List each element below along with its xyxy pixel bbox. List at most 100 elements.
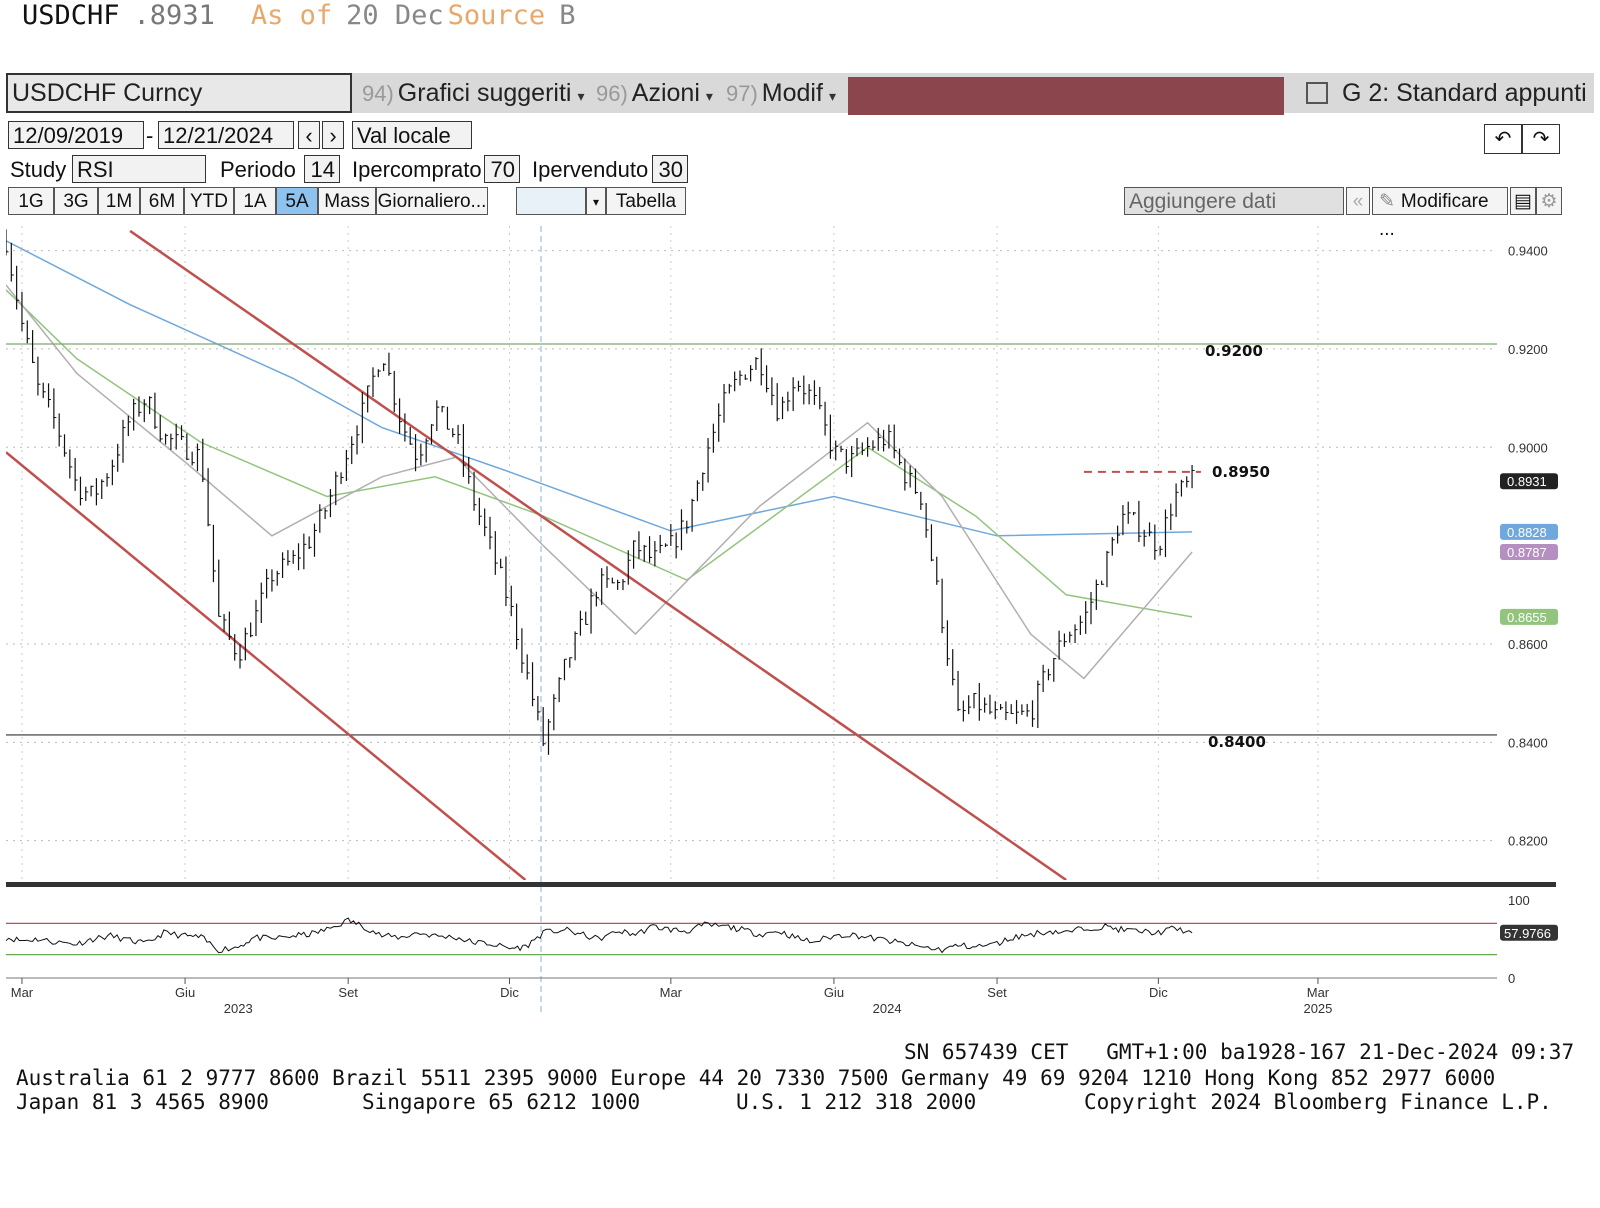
y-tick-label: 0.9200 bbox=[1508, 342, 1548, 357]
level-label: 0.8400 bbox=[1208, 733, 1266, 751]
tab-6m[interactable]: 6M bbox=[140, 187, 184, 215]
menu-label: Grafici suggeriti bbox=[397, 79, 572, 107]
as-of-label: As of bbox=[250, 0, 333, 31]
chart-grid bbox=[6, 226, 1497, 1016]
start-date-field[interactable]: 12/09/2019 bbox=[8, 121, 144, 149]
title-bar: USDCHF .8931 As of 20 Dec Source B bbox=[22, 0, 589, 40]
chevron-right-icon[interactable]: › bbox=[322, 121, 344, 149]
source-label: Source bbox=[447, 0, 546, 31]
tab-1m[interactable]: 1M bbox=[98, 187, 140, 215]
highlight-bar bbox=[848, 77, 1284, 115]
gear-icon[interactable]: ⚙ bbox=[1536, 187, 1562, 215]
menu-number: 97) bbox=[726, 81, 758, 106]
overbought-label: Ipercomprato bbox=[352, 157, 482, 182]
x-year-label: 2025 bbox=[1303, 1001, 1332, 1016]
edit-label: Modificare ... bbox=[1379, 191, 1489, 240]
last-value-text: 0.8655 bbox=[1507, 610, 1547, 625]
last-value-badge bbox=[1500, 523, 1558, 540]
period-tabs: 1G 3G 1M 6M YTD 1A 5A Mass Giornaliero..… bbox=[6, 187, 1594, 240]
oversold-label: Ipervenduto bbox=[532, 157, 649, 182]
y-axis: 0.9400 0.9200 0.9000 0.8600 0.8400 0.8200 0.92… bbox=[1205, 244, 1548, 849]
actions-menu[interactable]: 96) Azioni ▾ bbox=[596, 73, 713, 113]
copyright: Copyright 2024 Bloomberg Finance L.P. bbox=[1084, 1090, 1552, 1114]
rsi-tick-label: 0 bbox=[1508, 971, 1515, 986]
tab-ytd[interactable]: YTD bbox=[184, 187, 234, 215]
security-input[interactable]: USDCHF Curncy bbox=[6, 73, 352, 113]
menu-number: 96) bbox=[596, 81, 628, 106]
chevron-double-left-icon[interactable]: « bbox=[1346, 187, 1370, 215]
last-price: .8931 bbox=[133, 0, 215, 31]
x-tick-label: Mar bbox=[11, 985, 34, 1000]
moving-average-line bbox=[6, 284, 1193, 680]
horizontal-levels bbox=[6, 343, 1497, 736]
x-year-label: 2024 bbox=[873, 1001, 902, 1016]
price-chart: 0.9400 0.9200 0.9000 0.8600 0.8400 0.8200 0.92… bbox=[5, 226, 1558, 1016]
rsi-last-badge bbox=[1500, 924, 1558, 941]
end-date-field[interactable]: 12/21/2024 bbox=[158, 121, 294, 149]
study-select[interactable]: RSI bbox=[72, 155, 206, 183]
x-tick-label: Giu bbox=[824, 985, 844, 1000]
tab-daily[interactable]: Giornaliero... bbox=[376, 187, 488, 215]
chevron-left-icon[interactable]: ‹ bbox=[298, 121, 320, 149]
footer: SN 657439 CET GMT+1:00 ba1928-167 21-Dec… bbox=[0, 1040, 1600, 1208]
table-button[interactable]: Tabella bbox=[606, 187, 686, 215]
tab-1g[interactable]: 1G bbox=[8, 187, 54, 215]
x-tick-label: Dic bbox=[500, 985, 519, 1000]
template-menu[interactable]: G 2: Standard appunti bbox=[1306, 73, 1587, 113]
last-value-text: 0.8931 bbox=[1507, 474, 1547, 489]
menu-bar: USDCHF Curncy 94) Grafici suggeriti ▾ 96) A… bbox=[6, 73, 1594, 113]
date-controls: 12/09/2019 - 12/21/2024 ‹ › Val locale ↶… bbox=[6, 121, 1594, 154]
rsi-last-value: 57.9766 bbox=[1504, 926, 1551, 941]
channel-lines bbox=[6, 229, 1067, 880]
x-tick-label: Dic bbox=[1149, 985, 1168, 1000]
y-tick-label: 0.9000 bbox=[1508, 440, 1548, 455]
x-axis: Mar Giu Set Dic Mar Giu Set Dic Mar 2023 2024 2025 bbox=[6, 977, 1497, 1016]
contact-japan: Japan 81 3 4565 8900 bbox=[16, 1090, 269, 1114]
period-label: Periodo bbox=[220, 157, 296, 182]
x-tick-label: Set bbox=[338, 985, 358, 1000]
period-input[interactable]: 14 bbox=[304, 155, 340, 183]
chevron-down-icon: ▾ bbox=[705, 88, 713, 104]
chevron-down-icon[interactable]: ▾ bbox=[586, 187, 606, 215]
redo-icon[interactable]: ↷ bbox=[1522, 124, 1560, 154]
y-tick-label: 0.8600 bbox=[1508, 637, 1548, 652]
last-value-badge bbox=[1500, 544, 1558, 561]
rsi-line bbox=[5, 917, 1193, 954]
chart-settings-icon[interactable]: ▤ bbox=[1510, 187, 1536, 215]
chevron-down-icon: ▾ bbox=[577, 88, 585, 104]
x-tick-label: Mar bbox=[660, 985, 683, 1000]
security-ticker: USDCHF bbox=[22, 0, 120, 31]
trend-channel-line bbox=[129, 229, 1067, 880]
menu-number: 94) bbox=[362, 81, 394, 106]
x-tick-label: Giu bbox=[175, 985, 195, 1000]
tab-3g[interactable]: 3G bbox=[54, 187, 98, 215]
tab-mass[interactable]: Mass bbox=[318, 187, 376, 215]
rsi-tick-label: 100 bbox=[1508, 893, 1530, 908]
rsi-panel: 100 0 57.9766 bbox=[5, 882, 1558, 986]
tab-5a[interactable]: 5A bbox=[276, 187, 318, 215]
chevron-down-icon: ▾ bbox=[828, 88, 836, 104]
moving-average-line bbox=[6, 289, 1193, 618]
template-label: G 2: Standard appunti bbox=[1342, 79, 1587, 107]
source-value: B bbox=[559, 0, 576, 31]
last-value-badge bbox=[1500, 608, 1558, 625]
edit-menu[interactable]: 97) Modif ▾ bbox=[726, 73, 836, 113]
suggested-charts-menu[interactable]: 94) Grafici suggeriti ▾ bbox=[362, 73, 585, 113]
study-controls: Study RSI Periodo 14 Ipercomprato 70 Ipe… bbox=[6, 155, 1594, 185]
undo-icon[interactable]: ↶ bbox=[1484, 124, 1522, 154]
contact-line: Australia 61 2 9777 8600 Brazil 5511 239… bbox=[16, 1066, 1496, 1090]
menu-label: Modif bbox=[761, 79, 823, 107]
chart-type-icon[interactable] bbox=[516, 187, 586, 215]
oversold-input[interactable]: 30 bbox=[652, 155, 688, 183]
x-year-label: 2023 bbox=[224, 1001, 253, 1016]
add-data-input[interactable]: Aggiungere dati bbox=[1124, 187, 1344, 215]
currency-select[interactable]: Val locale bbox=[352, 121, 472, 149]
last-value-text: 0.8828 bbox=[1507, 525, 1547, 540]
tab-1a[interactable]: 1A bbox=[234, 187, 276, 215]
session-info: SN 657439 CET GMT+1:00 ba1928-167 21-Dec… bbox=[904, 1040, 1575, 1064]
x-tick-label: Mar bbox=[1307, 985, 1330, 1000]
as-of-date: 20 Dec bbox=[346, 0, 444, 31]
edit-button[interactable]: ✎ Modificare ... bbox=[1372, 187, 1508, 240]
overbought-input[interactable]: 70 bbox=[484, 155, 520, 183]
price-bars bbox=[6, 229, 1195, 755]
